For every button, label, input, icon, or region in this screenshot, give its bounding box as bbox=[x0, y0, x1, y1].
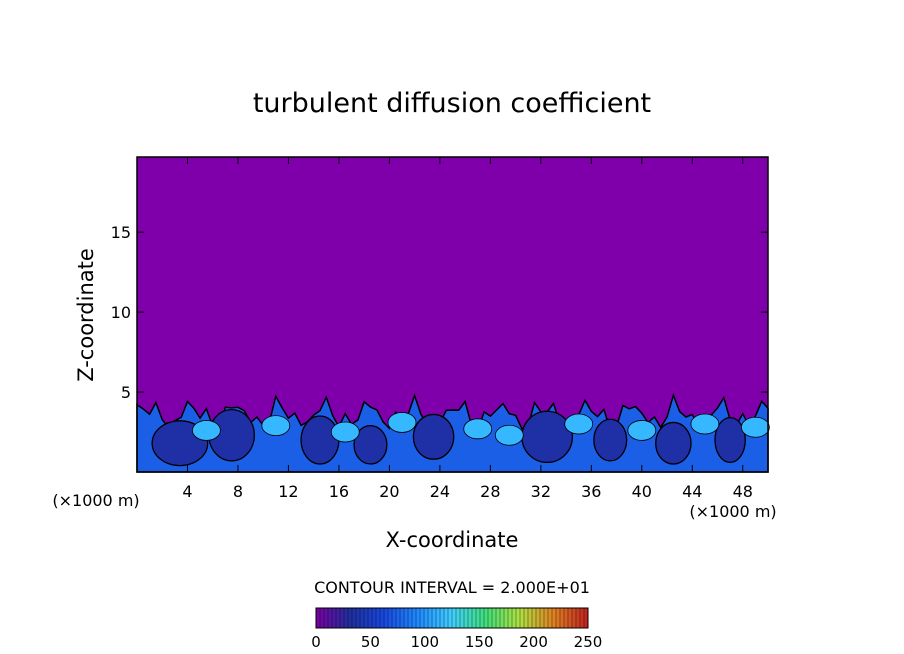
x-tick-label: 12 bbox=[278, 482, 298, 501]
x-tick-label: 8 bbox=[233, 482, 243, 501]
x-tick-label: 4 bbox=[182, 482, 192, 501]
x-tick-label: 28 bbox=[480, 482, 500, 501]
high-diffusion-patch bbox=[330, 421, 360, 443]
colorbar-tick-label: 0 bbox=[311, 633, 321, 651]
eddy-cell bbox=[353, 424, 388, 465]
eddy-cell bbox=[655, 421, 692, 465]
high-diffusion-patch bbox=[627, 420, 657, 441]
y-tick-label: 15 bbox=[111, 223, 131, 242]
y-tick-label: 5 bbox=[121, 383, 131, 402]
high-diffusion-patch bbox=[690, 413, 720, 435]
y-axis: 5 10 15 bbox=[111, 223, 768, 402]
high-diffusion-patch bbox=[387, 412, 417, 433]
x-tick-label: 24 bbox=[430, 482, 450, 501]
x-tick-label: 20 bbox=[379, 482, 399, 501]
x-tick-label: 44 bbox=[682, 482, 702, 501]
x-tick-label: 40 bbox=[632, 482, 652, 501]
x-unit-right: (×1000 m) bbox=[689, 502, 776, 521]
colorbar-tick-label: 50 bbox=[361, 633, 380, 651]
high-diffusion-patch bbox=[740, 416, 770, 438]
x-tick-label: 36 bbox=[581, 482, 601, 501]
high-diffusion-patch bbox=[564, 413, 594, 435]
high-diffusion-patch bbox=[494, 424, 524, 446]
colorbar: 0 50 100 150 200 250 bbox=[311, 607, 603, 651]
colorbar-tick-label: 100 bbox=[410, 633, 439, 651]
x-tick-label: 32 bbox=[531, 482, 551, 501]
colorbar-tick-label: 250 bbox=[574, 633, 603, 651]
eddy-cell bbox=[521, 410, 574, 464]
y-axis-label: Z-coordinate bbox=[74, 248, 98, 382]
y-tick-label: 10 bbox=[111, 303, 131, 322]
eddy-cell bbox=[593, 418, 628, 462]
plot-frame bbox=[136, 156, 769, 473]
x-tick-label: 48 bbox=[733, 482, 753, 501]
colorbar-tick-label: 200 bbox=[519, 633, 548, 651]
high-diffusion-patch bbox=[192, 420, 221, 441]
x-tick-label: 16 bbox=[329, 482, 349, 501]
high-diffusion-patch bbox=[261, 415, 291, 437]
high-diffusion-patch bbox=[463, 418, 493, 440]
plot-area bbox=[136, 156, 770, 473]
chart-title: turbulent diffusion coefficient bbox=[253, 88, 651, 119]
eddy-cell bbox=[714, 416, 746, 464]
contour-interval-label: CONTOUR INTERVAL = 2.000E+01 bbox=[314, 578, 590, 597]
x-unit-left: (×1000 m) bbox=[52, 491, 139, 510]
eddy-cell bbox=[412, 413, 455, 460]
colorbar-tick-label: 150 bbox=[465, 633, 494, 651]
eddy-cell bbox=[300, 415, 340, 465]
x-axis: 4 8 12 16 20 24 28 32 36 40 44 48 bbox=[182, 157, 753, 501]
x-axis-label: X-coordinate bbox=[386, 528, 519, 552]
